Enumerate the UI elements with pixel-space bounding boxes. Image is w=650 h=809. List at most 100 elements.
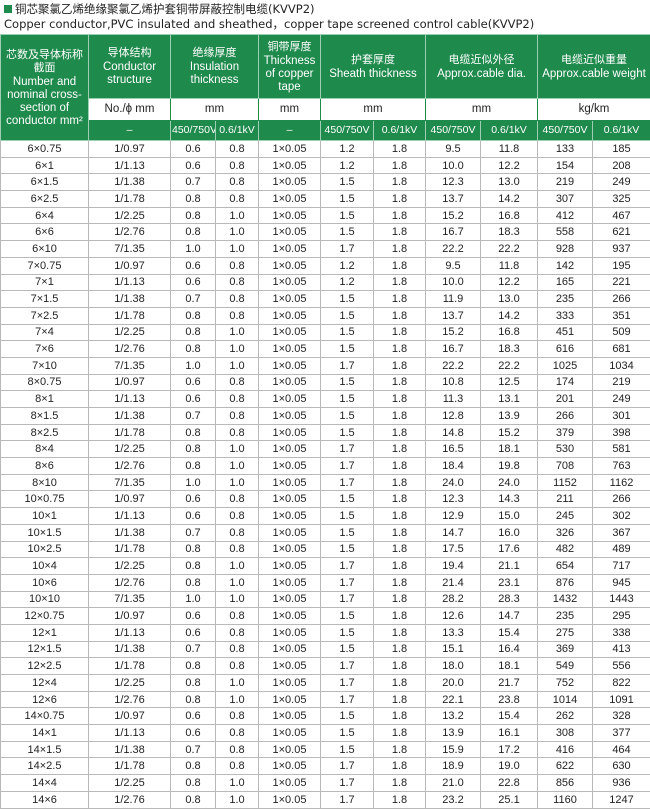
table-cell: 1091 bbox=[592, 690, 650, 709]
table-cell: 1/2.25 bbox=[88, 323, 171, 342]
column-header: 铜带厚度 Thickness of copper tape bbox=[258, 34, 321, 99]
table-cell: 1.5 bbox=[320, 373, 374, 392]
table-cell: 467 bbox=[592, 206, 650, 225]
table-cell: 15.4 bbox=[480, 707, 538, 726]
table-cell: 1×0.05 bbox=[258, 407, 321, 425]
table-cell: 0.8 bbox=[215, 757, 259, 776]
column-header: 绝缘厚度 Insulation thickness bbox=[170, 34, 259, 99]
table-cell: 0.8 bbox=[170, 540, 216, 559]
table-cell: 8×10 bbox=[0, 473, 89, 492]
table-cell: 1.0 bbox=[215, 340, 259, 358]
table-cell: 451 bbox=[537, 323, 593, 342]
table-cell: 0.6 bbox=[170, 390, 216, 408]
table-cell: 133 bbox=[537, 140, 593, 158]
table-cell: 1/1.38 bbox=[88, 523, 171, 542]
unit-header: mm bbox=[425, 98, 538, 121]
table-cell: 0.7 bbox=[170, 740, 216, 759]
table-row: 6×0.75 1/0.97 0.6 0.8 1×0.05 1.2 1.8 9.5 11.8 133… bbox=[0, 140, 650, 158]
table-cell: 0.8 bbox=[215, 423, 259, 442]
table-cell: 0.6 bbox=[170, 623, 216, 642]
table-cell: 15.1 bbox=[425, 640, 481, 659]
table-cell: 22.1 bbox=[425, 690, 481, 709]
table-row: 14×1 1/1.13 0.6 0.8 1×0.05 1.5 1.8 13.9 16.1 308 3… bbox=[0, 724, 650, 742]
table-cell: 338 bbox=[592, 623, 650, 642]
table-cell: 1.8 bbox=[373, 557, 426, 575]
table-cell: 1×0.05 bbox=[258, 724, 321, 742]
table-cell: 1.8 bbox=[373, 690, 426, 709]
table-cell: 412 bbox=[537, 206, 593, 225]
table-cell: 16.8 bbox=[480, 206, 538, 225]
sub-header: – bbox=[88, 120, 171, 141]
table-cell: 0.8 bbox=[215, 273, 259, 292]
table-cell: 1/1.78 bbox=[88, 423, 171, 442]
table-cell: 328 bbox=[592, 707, 650, 726]
table-cell: 1.0 bbox=[215, 473, 259, 492]
table-cell: 15.2 bbox=[425, 323, 481, 342]
column-header-cn: 铜带厚度 bbox=[267, 39, 312, 53]
table-cell: 1×0.05 bbox=[258, 240, 321, 258]
table-cell: 1.5 bbox=[320, 523, 374, 542]
table-cell: 0.8 bbox=[170, 306, 216, 325]
table-cell: 1.8 bbox=[373, 607, 426, 625]
table-cell: 0.7 bbox=[170, 407, 216, 425]
table-cell: 1.8 bbox=[373, 273, 426, 292]
table-cell: 0.8 bbox=[170, 440, 216, 459]
table-cell: 6×0.75 bbox=[0, 140, 89, 158]
table-cell: 0.6 bbox=[170, 607, 216, 625]
table-cell: 0.8 bbox=[170, 757, 216, 776]
table-cell: 464 bbox=[592, 740, 650, 759]
table-cell: 621 bbox=[592, 223, 650, 242]
table-cell: 1.8 bbox=[373, 774, 426, 792]
table-cell: 1.8 bbox=[373, 440, 426, 459]
table-cell: 876 bbox=[537, 573, 593, 592]
column-header: 芯数及导体标称截面 Number and nominal cross-sectio… bbox=[0, 34, 89, 141]
table-cell: 1.8 bbox=[373, 740, 426, 759]
table-cell: 14×1.5 bbox=[0, 740, 89, 759]
table-cell: 21.0 bbox=[425, 774, 481, 792]
table-cell: 377 bbox=[592, 724, 650, 742]
table-cell: 556 bbox=[592, 657, 650, 675]
table-cell: 10.0 bbox=[425, 156, 481, 175]
table-cell: 1×0.05 bbox=[258, 473, 321, 492]
table-cell: 1×0.05 bbox=[258, 356, 321, 375]
title-block: 铜芯聚氯乙烯绝缘聚氯乙烯护套铜带屏蔽控制电缆(KVVP2) Copper con… bbox=[0, 0, 650, 34]
table-cell: 0.8 bbox=[170, 457, 216, 475]
table-row: 12×6 1/2.76 0.8 1.0 1×0.05 1.7 1.8 22.1 23.8 1014… bbox=[0, 690, 650, 709]
table-cell: 6×1 bbox=[0, 156, 89, 175]
table-cell: 1/1.13 bbox=[88, 507, 171, 525]
table-cell: 195 bbox=[592, 256, 650, 275]
sub-header: 0.6/1kV bbox=[373, 120, 426, 141]
table-cell: 1/1.38 bbox=[88, 290, 171, 308]
table-cell: 1.8 bbox=[373, 206, 426, 225]
table-cell: 1×0.05 bbox=[258, 223, 321, 242]
table-cell: 1.5 bbox=[320, 390, 374, 408]
table-cell: 1×0.05 bbox=[258, 507, 321, 525]
table-cell: 14.8 bbox=[425, 423, 481, 442]
table-cell: 0.8 bbox=[215, 507, 259, 525]
table-cell: 1.0 bbox=[215, 790, 259, 809]
table-cell: 1/0.97 bbox=[88, 256, 171, 275]
table-cell: 763 bbox=[592, 457, 650, 475]
table-cell: 0.6 bbox=[170, 707, 216, 726]
table-cell: 1152 bbox=[537, 473, 593, 492]
table-cell: 1/1.13 bbox=[88, 273, 171, 292]
table-cell: 1×0.05 bbox=[258, 690, 321, 709]
table-cell: 6×6 bbox=[0, 223, 89, 242]
table-cell: 24.0 bbox=[425, 473, 481, 492]
table-cell: 0.8 bbox=[215, 707, 259, 726]
table-cell: 1/1.78 bbox=[88, 657, 171, 675]
table-row: 8×6 1/2.76 0.8 1.0 1×0.05 1.7 1.8 18.4 19.8 708 76… bbox=[0, 457, 650, 475]
table-cell: 7×1 bbox=[0, 273, 89, 292]
table-cell: 12×1.5 bbox=[0, 640, 89, 659]
table-cell: 7/1.35 bbox=[88, 590, 171, 609]
table-cell: 165 bbox=[537, 273, 593, 292]
table-cell: 301 bbox=[592, 407, 650, 425]
table-cell: 1×0.05 bbox=[258, 190, 321, 208]
table-cell: 10×1.5 bbox=[0, 523, 89, 542]
table-cell: 630 bbox=[592, 757, 650, 776]
table-cell: 1/1.38 bbox=[88, 740, 171, 759]
table-cell: 266 bbox=[592, 490, 650, 509]
table-cell: 1×0.05 bbox=[258, 623, 321, 642]
table-cell: 1.8 bbox=[373, 323, 426, 342]
table-cell: 7×4 bbox=[0, 323, 89, 342]
